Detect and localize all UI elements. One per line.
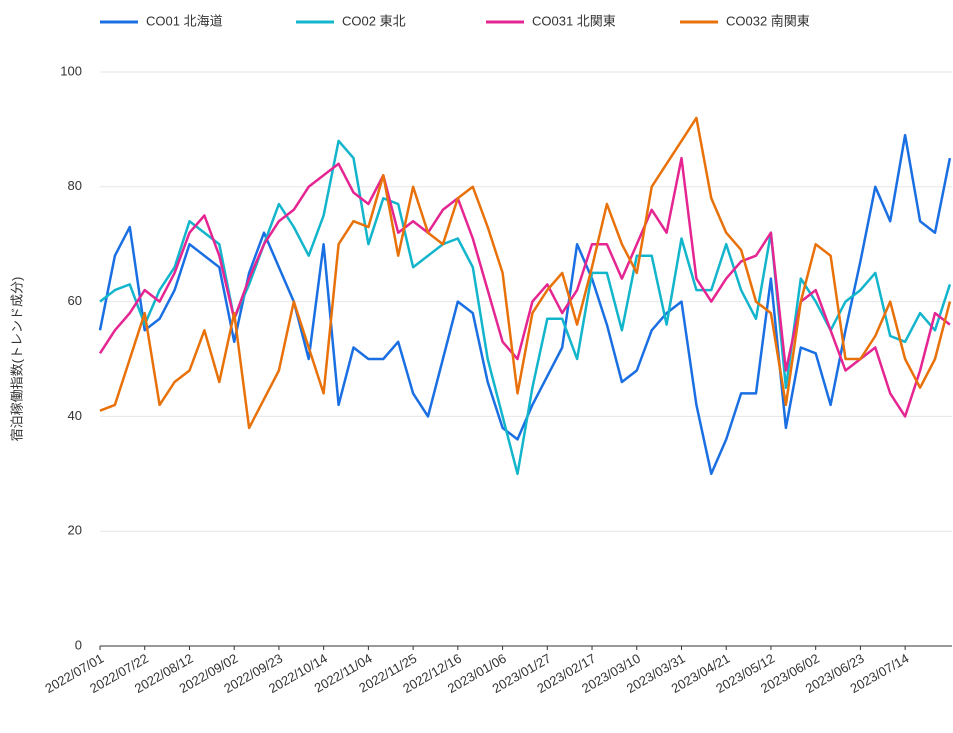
- legend-label: CO02 東北: [342, 13, 406, 28]
- y-tick-label: 100: [60, 63, 82, 78]
- legend-label: CO031 北関東: [532, 13, 616, 28]
- y-tick-label: 60: [68, 293, 82, 308]
- series-line: [99, 116, 952, 430]
- y-axis-label: 宿泊稼働指数(トレンド成分): [9, 277, 24, 442]
- y-tick-label: 0: [75, 637, 82, 652]
- legend-label: CO032 南関東: [726, 13, 810, 28]
- y-tick-label: 20: [68, 523, 82, 538]
- y-tick-label: 40: [68, 408, 82, 423]
- series-line: [98, 156, 951, 418]
- legend-label: CO01 北海道: [146, 13, 223, 28]
- series-line: [98, 133, 952, 476]
- y-tick-label: 80: [68, 178, 82, 193]
